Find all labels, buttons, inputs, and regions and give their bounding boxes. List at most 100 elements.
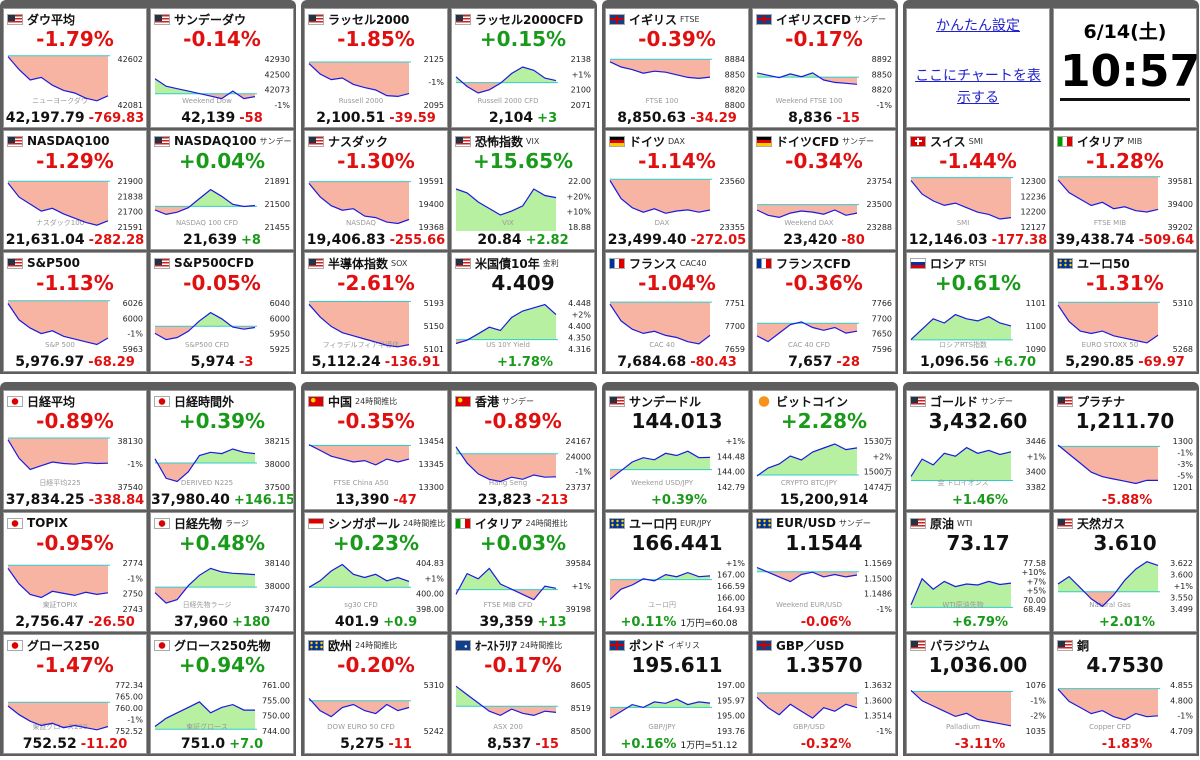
market-tag: EUR/JPY (680, 518, 712, 528)
loss-area (610, 579, 710, 600)
change: +3 (537, 111, 558, 126)
settings-link[interactable]: かんたん設定 (936, 18, 1020, 34)
tile-footer: 751.0 +7.0 (151, 733, 293, 752)
price-line (609, 450, 711, 480)
market-tile: イタリア 24時間推比 +0.03% FTSE MIB CFD 39584 +1% 3919… (451, 512, 595, 632)
flag-icon (910, 517, 926, 529)
market-name: 香港 (475, 394, 500, 409)
level-label: -3% (1177, 460, 1193, 469)
level-label: 398.00 (416, 605, 444, 613)
level-label: -1% (1030, 696, 1046, 705)
change: -28 (836, 355, 860, 370)
chart-link[interactable]: ここにチャートを表示する (915, 68, 1041, 106)
flag-icon (455, 395, 471, 407)
price-line (154, 311, 256, 341)
change: -3 (238, 355, 254, 370)
level-label: 38140 (265, 559, 290, 568)
level-label: 2095 (424, 101, 444, 109)
level-label: 4.400 (568, 322, 591, 331)
price: 5,290.85 (1065, 354, 1135, 370)
tile-footer: -3.11% (907, 733, 1049, 752)
headline: -1.31% (1086, 271, 1164, 295)
level-label: 42081 (118, 101, 143, 109)
market-tile: プラチナ 1,211.70 1300 -1% -3% -5% 1201 -5.88% (1053, 390, 1197, 510)
loss-area (155, 463, 255, 482)
loss-area (757, 77, 857, 85)
level-label: +10% (1022, 568, 1047, 577)
change: +13 (537, 615, 567, 630)
market-name: グロース250 (27, 638, 100, 653)
watermark: ASX 200 (493, 723, 523, 731)
market-tag: 24時間推比 (403, 518, 445, 528)
tile-header: ユーロ50 (1057, 255, 1194, 271)
tile-header: イタリア 24時間推比 (455, 515, 592, 531)
headline: -1.14% (638, 149, 716, 173)
level-label: 2100 (571, 86, 591, 95)
change: -769.83 (88, 111, 145, 126)
change: -68.29 (88, 355, 135, 370)
headline: -1.85% (337, 27, 415, 51)
level-label: 1.3514 (864, 712, 892, 721)
flag-icon (609, 135, 625, 147)
level-label: 8500 (571, 727, 591, 735)
loss-area (610, 707, 710, 719)
tile-footer: 5,974 -3 (151, 351, 293, 370)
loss-area (309, 181, 409, 224)
flag-icon (7, 517, 23, 529)
price-line (308, 444, 410, 466)
sparkline-chart: ロシアRTS指数 1101 1100 1090 (910, 299, 1046, 353)
market-tile: 天然ガス 3.610 Natural Gas 3.622 3.600 +1% 3.550 3.… (1053, 512, 1197, 632)
change: -11 (388, 737, 412, 752)
sparkline-chart: Russell 2000 CFD 2138 +1% 2100 2071 (455, 55, 591, 109)
tile-footer: 12,146.03 -177.38 (907, 229, 1049, 248)
price-line (910, 577, 1012, 606)
price-line (308, 303, 410, 348)
price-line (7, 705, 109, 731)
price: 37,834.25 (5, 492, 85, 508)
headline: 73.17 (946, 531, 1010, 555)
level-label: -1% (575, 468, 591, 477)
flag-icon (154, 13, 170, 25)
level-label: 5310 (1173, 299, 1193, 308)
loss-area (911, 177, 1011, 219)
headline: -0.34% (785, 149, 863, 173)
market-tile: 香港 サンデー -0.89% Hang Seng 24167 24000 -1% 23737 2… (451, 390, 595, 510)
price-line (154, 78, 256, 100)
tile-footer: 42,197.79 -769.83 (4, 107, 146, 126)
level-label: +1% (726, 437, 746, 446)
market-tile: NASDAQ100 -1.29% ナスダック100 21900 21838 21700 21… (3, 130, 147, 250)
market-name: サンデードル (629, 394, 702, 409)
sparkline-chart: 1300 -1% -3% -5% 1201 (1057, 437, 1193, 491)
level-label: 1530万 (864, 437, 892, 446)
sparkline-chart: 日経先物ラージ 38140 38000 37470 (154, 559, 290, 613)
watermark: EURO STOXX 50 (1082, 341, 1139, 349)
flag-icon (154, 395, 170, 407)
tile-footer: 1,096.56 +6.70 (907, 351, 1049, 370)
tile-footer: 13,390 -47 (305, 489, 447, 508)
level-label: -1% (1177, 449, 1193, 458)
sparkline-chart: S&P500 CFD 6040 6000 5950 5925 (154, 299, 290, 353)
tile-header: 日経平均 (7, 393, 144, 409)
headline: -1.44% (939, 149, 1017, 173)
level-label: 765.00 (115, 693, 143, 702)
sparkline-chart: Palladium 1076 -1% -2% 1035 (910, 681, 1046, 735)
market-tile: EUR/USD サンデー 1.1544 Weekend EUR/USD 1.1569 1.… (752, 512, 896, 632)
tile-footer: 7,684.68 -80.43 (606, 351, 748, 370)
watermark: Natural Gas (1089, 601, 1131, 609)
price: 5,275 (340, 736, 385, 752)
price-line (756, 321, 858, 343)
tile-footer: 37,980.40 +146.15 (151, 489, 293, 508)
loss-area (456, 453, 556, 482)
tile-header: 日経時間外 (154, 393, 291, 409)
level-label: +20% (567, 192, 592, 201)
gain-area (456, 67, 556, 83)
market-tag: 24時間推比 (525, 518, 568, 528)
price-line (756, 443, 858, 477)
level-label: 19591 (419, 177, 444, 186)
level-label: 42500 (265, 70, 290, 79)
change: -272.05 (690, 233, 747, 248)
level-label: 8892 (872, 55, 892, 64)
level-label: 755.00 (262, 696, 290, 705)
sparkline-chart: FTSE China A50 13454 13345 13300 (308, 437, 444, 491)
flag-icon (154, 257, 170, 269)
